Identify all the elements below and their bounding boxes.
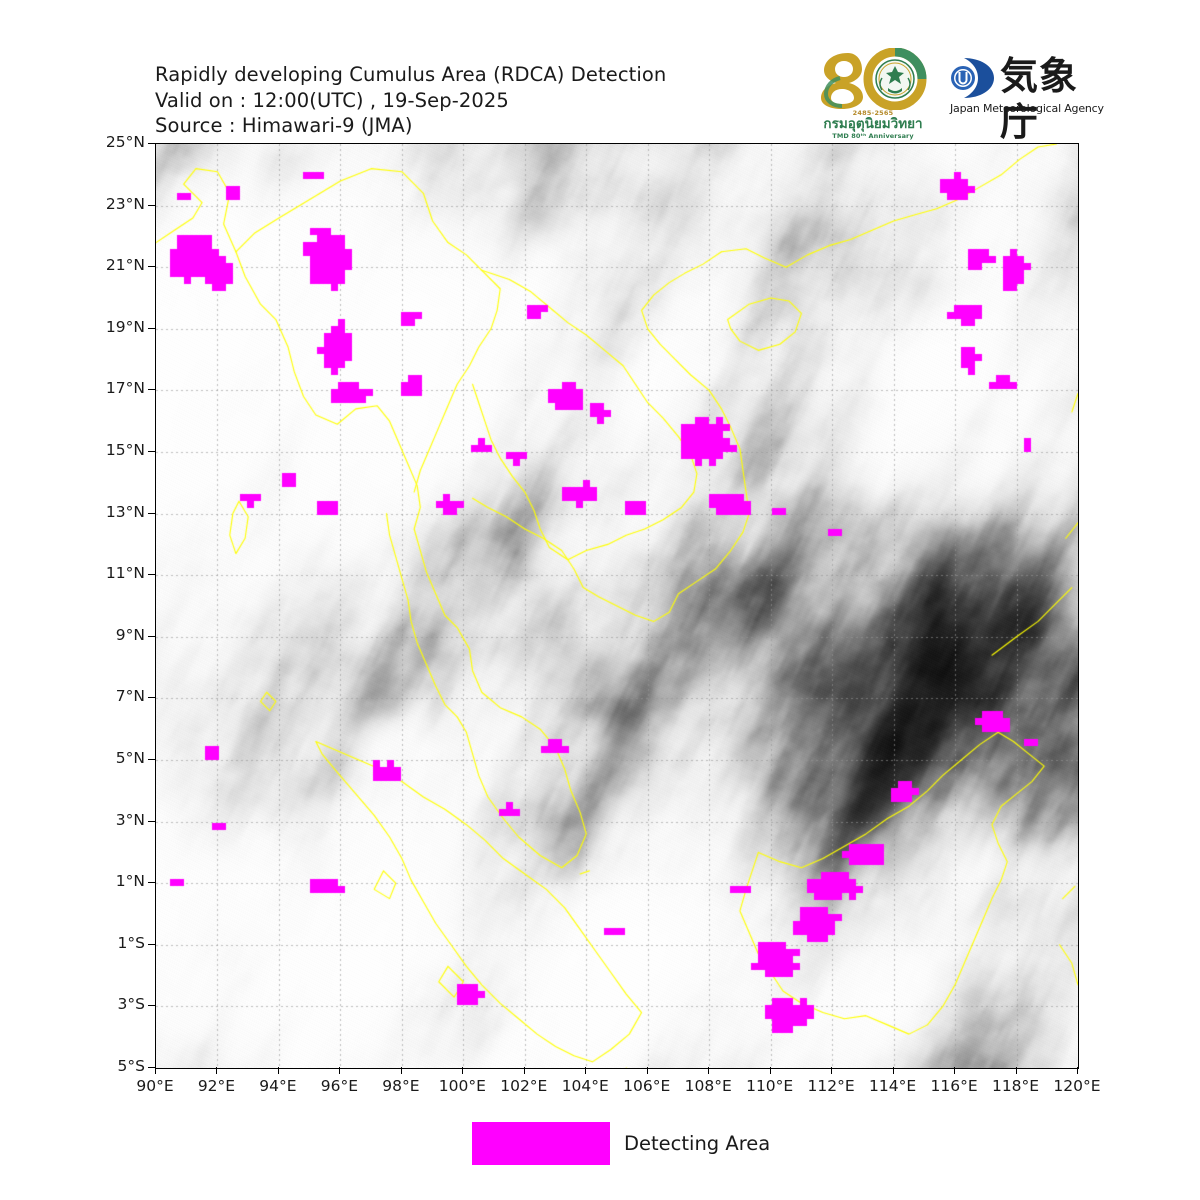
tmd-80-emblem-icon [821, 48, 927, 110]
y-axis-tick-mark [148, 759, 155, 760]
x-axis-tick-label: 112°E [807, 1077, 855, 1095]
y-axis-tick-label: 25°N [105, 133, 145, 151]
x-axis-tick-mark [708, 1067, 710, 1074]
x-axis-tick-label: 90°E [136, 1077, 174, 1095]
x-axis-tick-mark [462, 1067, 464, 1074]
x-axis-tick-label: 110°E [746, 1077, 794, 1095]
x-axis-tick-label: 104°E [561, 1077, 609, 1095]
y-axis-tick-label: 9°N [115, 625, 145, 644]
y-axis-tick-label: 11°N [105, 564, 145, 583]
x-axis-tick-mark [400, 1067, 402, 1074]
tmd-logo-anniversary: TMD 80ᵗʰ Anniversary [832, 132, 914, 140]
x-axis-tick-label: 118°E [991, 1077, 1040, 1095]
x-axis-tick-mark [216, 1067, 218, 1074]
x-axis-tick-label: 98°E [382, 1077, 420, 1095]
jma-emblem-icon [951, 58, 994, 98]
x-axis-tick-label: 114°E [869, 1077, 917, 1095]
logo-row: 2485-2565 กรมอุตุนิยมวิทยา TMD 80ᵗʰ Anni… [812, 48, 1104, 144]
y-axis-tick-label: 3°N [115, 810, 145, 829]
y-axis-tick-label: 1°S [117, 933, 145, 952]
y-axis-tick-mark [148, 820, 155, 822]
page-title: Rapidly developing Cumulus Area (RDCA) D… [155, 63, 667, 86]
y-axis-tick-mark [148, 389, 155, 391]
x-axis-tick-mark [831, 1067, 833, 1074]
y-axis-tick-label: 15°N [105, 441, 145, 459]
y-axis-tick-label: 7°N [115, 687, 145, 706]
valid-time-line: Valid on : 12:00(UTC) , 19-Sep-2025 [155, 88, 509, 112]
y-axis-tick-mark [148, 697, 155, 699]
x-axis-tick-label: 96°E [320, 1077, 359, 1095]
y-axis-tick-mark [148, 266, 155, 268]
tmd-anniversary-logo: 2485-2565 กรมอุตุนิยมวิทยา TMD 80ᵗʰ Anni… [812, 48, 934, 144]
legend-swatch-detecting-area [472, 1122, 610, 1165]
y-axis-tick-mark [148, 143, 155, 144]
x-axis-tick-mark [769, 1067, 771, 1074]
x-axis-tick-label: 108°E [684, 1077, 732, 1095]
jma-logo: 気象庁 Japan Meteorological Agency [950, 54, 1104, 144]
jma-logo-kanji: 気象庁 [1000, 54, 1079, 144]
x-axis-tick-label: 116°E [930, 1077, 978, 1095]
y-axis-tick-label: 5°N [115, 749, 145, 767]
x-axis-tick-label: 100°E [438, 1077, 486, 1095]
tmd-logo-years: 2485-2565 [852, 109, 894, 117]
x-axis-tick-label: 94°E [259, 1077, 297, 1095]
y-axis-tick-label: 3°S [117, 995, 145, 1014]
x-axis-tick-mark [523, 1067, 525, 1074]
x-axis-tick-mark [339, 1067, 341, 1074]
x-axis-tick-label: 106°E [623, 1077, 671, 1095]
source-line: Source : Himawari-9 (JMA) [155, 114, 413, 137]
satellite-imagery-canvas [156, 144, 1078, 1068]
x-axis-tick-mark [954, 1067, 956, 1074]
x-axis-tick-mark [1015, 1067, 1017, 1074]
y-axis-tick-mark [148, 635, 155, 637]
y-axis-tick-mark [148, 882, 155, 884]
y-axis-tick-mark [148, 943, 155, 945]
x-axis-tick-mark [585, 1067, 587, 1074]
y-axis-tick-mark [148, 1067, 155, 1068]
x-axis-tick-label: 92°E [197, 1077, 236, 1095]
jma-logo-subtitle: Japan Meteorological Agency [950, 102, 1104, 115]
x-axis-tick-mark [277, 1067, 279, 1074]
y-axis-tick-label: 1°N [115, 872, 145, 891]
y-axis-tick-label: 17°N [105, 379, 145, 398]
x-axis-tick-mark [1077, 1067, 1078, 1074]
x-axis-tick-mark [155, 1067, 156, 1074]
y-axis-tick-label: 23°N [105, 194, 145, 213]
x-axis-tick-mark [646, 1067, 648, 1074]
x-axis-tick-mark [892, 1067, 894, 1074]
y-axis-tick-mark [148, 574, 155, 576]
y-axis-tick-mark [148, 512, 155, 514]
y-axis-tick-mark [148, 327, 155, 329]
y-axis-tick-label: 5°S [117, 1057, 145, 1075]
satellite-map-plot [155, 143, 1079, 1069]
y-axis-tick-label: 19°N [105, 317, 145, 336]
y-axis-tick-mark [148, 1005, 155, 1007]
x-axis-tick-label: 102°E [500, 1077, 548, 1095]
y-axis-tick-mark [148, 451, 155, 452]
tmd-logo-thai-name: กรมอุตุนิยมวิทยา [823, 116, 923, 132]
legend-label-detecting-area: Detecting Area [624, 1132, 771, 1155]
y-axis-tick-label: 21°N [105, 256, 145, 275]
y-axis-tick-label: 13°N [105, 502, 145, 521]
header: Rapidly developing Cumulus Area (RDCA) D… [155, 62, 805, 139]
x-axis-tick-label: 120°E [1053, 1077, 1101, 1095]
y-axis-tick-mark [148, 204, 155, 206]
